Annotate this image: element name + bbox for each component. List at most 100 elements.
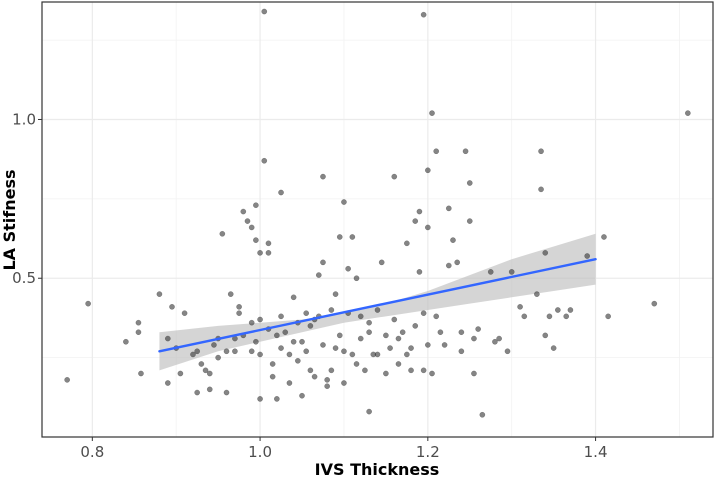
data-point [135, 329, 142, 336]
data-point [538, 148, 544, 155]
trend-line [158, 257, 597, 353]
data-point [445, 262, 452, 269]
data-point [353, 275, 360, 282]
data-point [307, 323, 314, 329]
data-point [651, 300, 658, 307]
x-tick-label: 1.4 [584, 443, 608, 461]
data-point [165, 335, 171, 342]
data-point [341, 380, 347, 386]
data-point [307, 367, 314, 374]
data-point [286, 380, 293, 386]
data-point [202, 367, 209, 374]
data-point [517, 304, 523, 310]
data-point [303, 348, 310, 355]
data-point [253, 338, 259, 345]
data-point [181, 310, 188, 316]
data-point [387, 345, 393, 351]
x-tick-label: 0.8 [80, 443, 104, 461]
data-point [416, 269, 423, 275]
data-point [248, 319, 255, 326]
data-point [156, 291, 163, 297]
data-point [269, 373, 276, 380]
data-point [299, 392, 305, 399]
x-tick-label: 1.0 [248, 443, 272, 461]
data-point [601, 234, 607, 240]
data-point [194, 348, 200, 355]
data-point [450, 237, 456, 243]
data-point [412, 218, 419, 224]
data-point [542, 332, 549, 339]
data-point [550, 345, 557, 351]
data-point [458, 348, 465, 355]
data-point [215, 354, 221, 361]
data-point [357, 335, 364, 342]
data-point [445, 205, 452, 212]
data-point [295, 357, 301, 364]
data-point [223, 348, 230, 355]
data-point [366, 408, 372, 415]
plot-panel-border [41, 1, 714, 438]
data-point [378, 259, 385, 266]
data-point [190, 351, 196, 358]
data-point [232, 348, 238, 355]
data-point [303, 310, 310, 316]
data-point [257, 351, 263, 358]
data-point [567, 307, 574, 313]
data-point [383, 332, 389, 339]
data-point [425, 167, 431, 174]
data-point [349, 234, 356, 240]
data-point [315, 272, 322, 278]
data-point [169, 304, 175, 310]
data-point [261, 8, 268, 15]
data-point [123, 338, 129, 345]
data-point [408, 345, 414, 351]
y-tick-label: 0.5 [12, 269, 36, 287]
data-point [437, 329, 444, 336]
data-point [324, 377, 330, 383]
y-axis-title: LA Stifness [0, 169, 19, 270]
data-point [425, 224, 431, 231]
data-point [206, 370, 213, 377]
x-axis-title: IVS Thickness [315, 460, 440, 479]
data-point [240, 208, 247, 215]
data-point [391, 316, 398, 323]
data-point [311, 373, 318, 380]
data-point [362, 367, 368, 374]
y-tick-label: 1.0 [12, 110, 36, 128]
data-point [320, 173, 326, 180]
data-point [471, 335, 477, 342]
data-point [466, 218, 473, 224]
data-point [433, 313, 440, 320]
data-point [349, 351, 356, 358]
data-point [336, 332, 343, 339]
data-point [458, 329, 465, 336]
data-point [471, 370, 477, 377]
data-point [274, 396, 280, 402]
data-point [257, 396, 263, 402]
data-point [425, 342, 431, 348]
data-point [399, 329, 406, 336]
confidence-band-layer [159, 233, 596, 371]
data-point [487, 269, 494, 275]
data-point [462, 148, 469, 155]
data-point [341, 199, 347, 205]
data-point [374, 351, 381, 358]
data-point [685, 110, 691, 116]
data-point [248, 224, 255, 231]
data-point [345, 265, 351, 272]
data-point [236, 310, 242, 316]
data-point [534, 291, 540, 297]
data-point [538, 186, 544, 193]
data-point [466, 180, 473, 186]
data-point [269, 361, 276, 367]
data-point [412, 323, 419, 329]
data-point [282, 329, 289, 336]
x-axis-ticks: 0.8 1.0 1.2 1.4 [80, 437, 608, 461]
data-points [64, 8, 691, 418]
data-point [198, 361, 205, 367]
data-point [165, 380, 171, 386]
data-point [299, 338, 305, 345]
data-point [404, 351, 410, 358]
data-point [496, 335, 502, 342]
data-point [366, 319, 372, 326]
